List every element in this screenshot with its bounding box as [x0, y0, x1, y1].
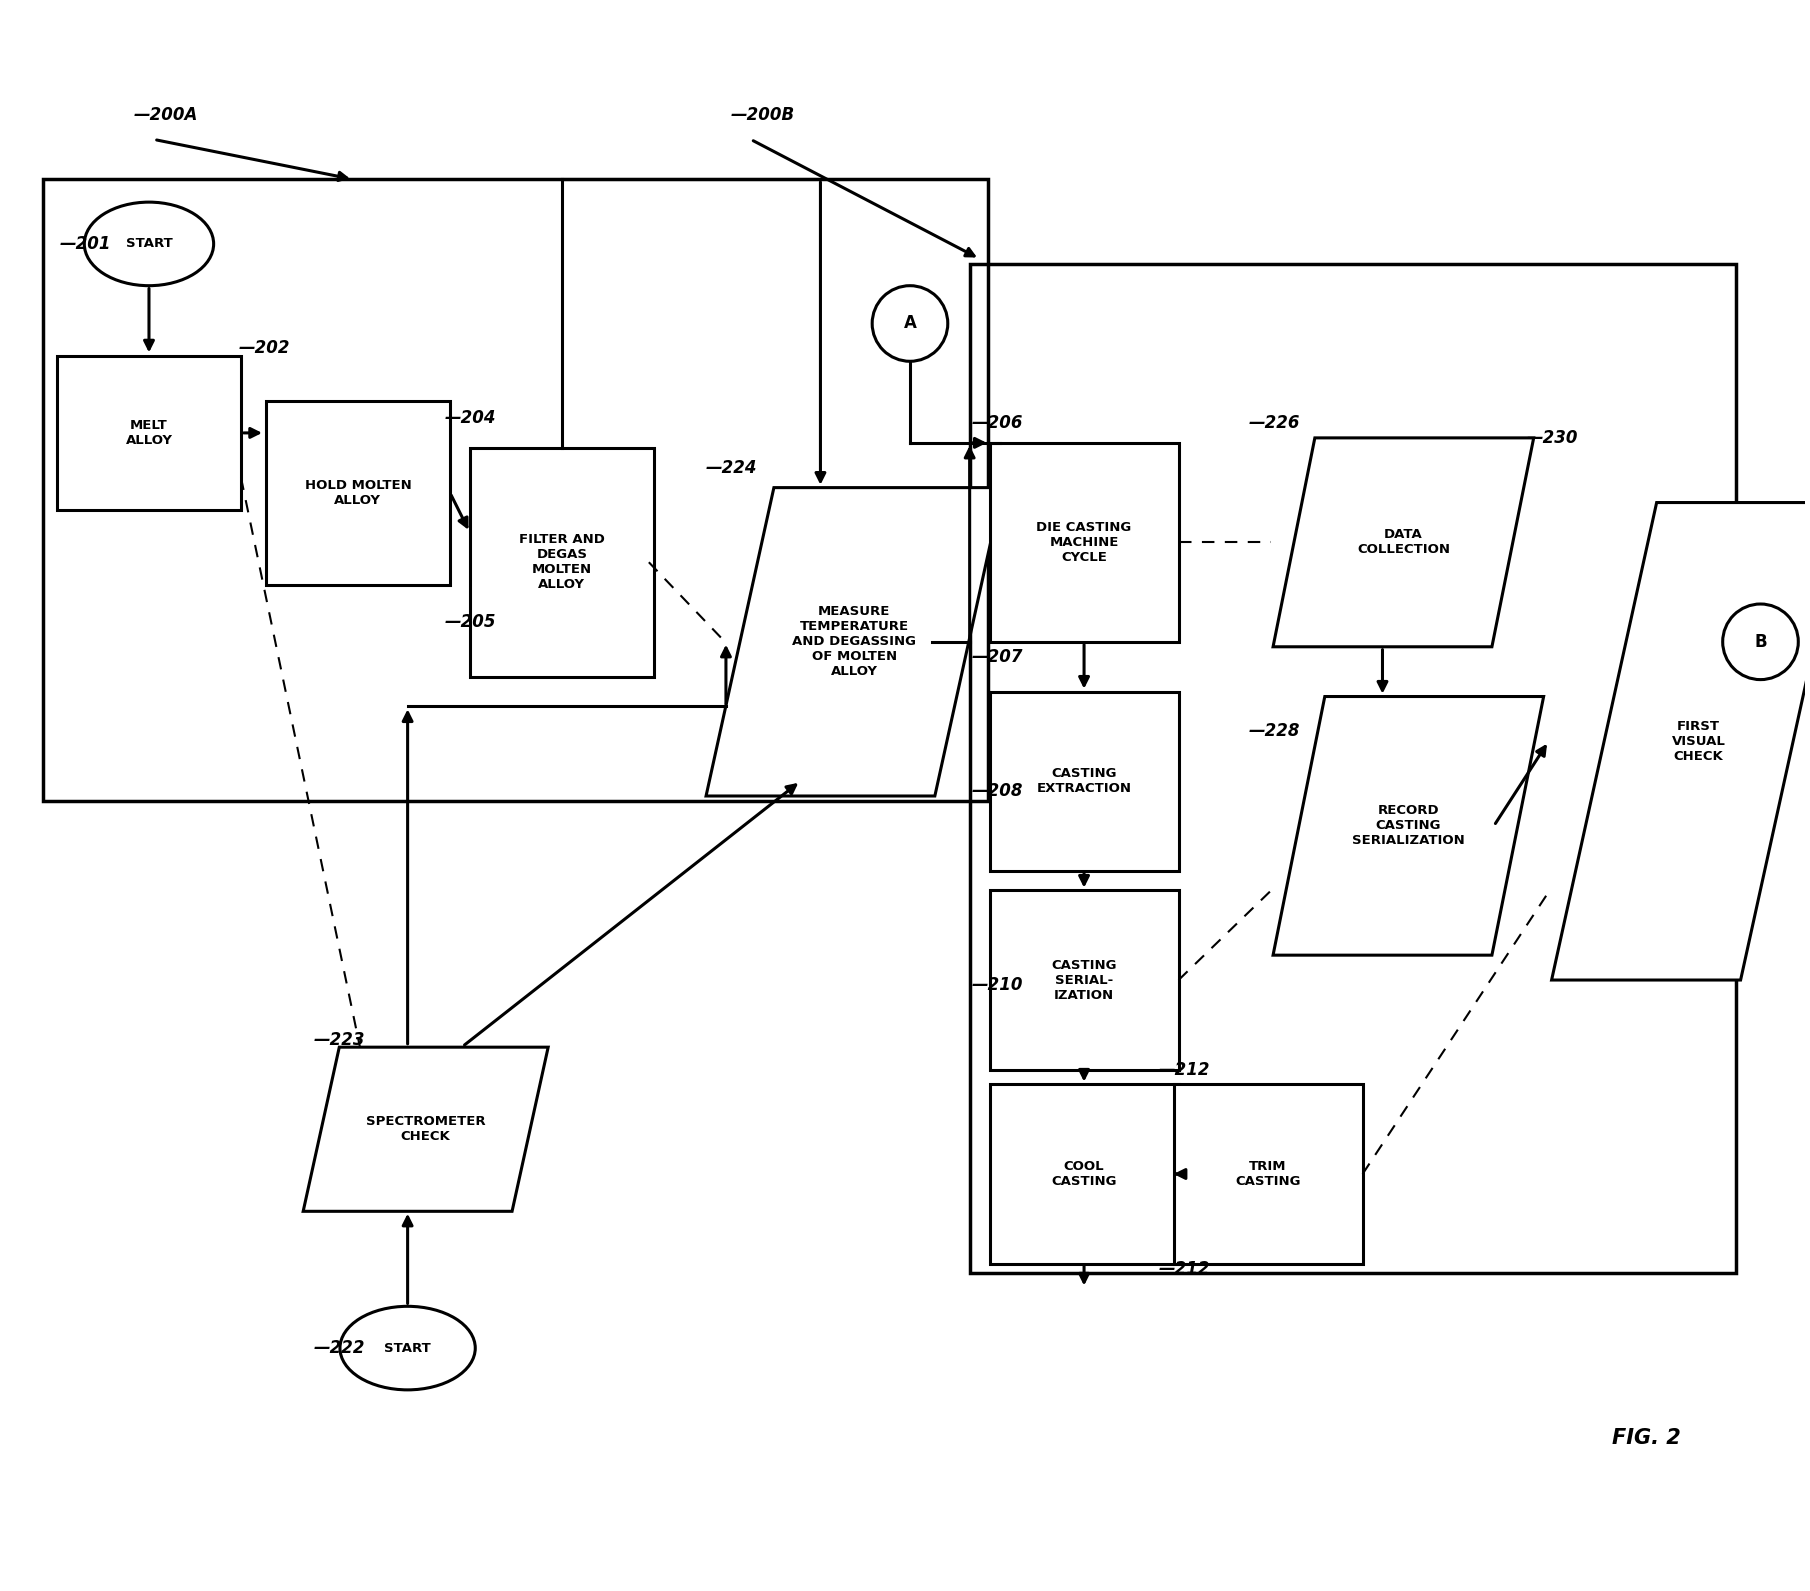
Polygon shape [302, 1047, 548, 1211]
Text: —230: —230 [1526, 430, 1578, 447]
Text: —222: —222 [313, 1340, 364, 1357]
Ellipse shape [340, 1306, 476, 1391]
Text: —206: —206 [972, 414, 1023, 433]
Bar [990, 442, 1178, 641]
Text: MELT
ALLOY: MELT ALLOY [125, 418, 172, 447]
Text: —202: —202 [239, 339, 290, 358]
Text: HOLD MOLTEN
ALLOY: HOLD MOLTEN ALLOY [304, 479, 411, 506]
Text: FIG. 2: FIG. 2 [1611, 1427, 1680, 1448]
Text: —208: —208 [972, 783, 1023, 800]
Text: —228: —228 [1249, 722, 1300, 740]
Circle shape [872, 286, 948, 361]
Text: START: START [125, 237, 172, 250]
Polygon shape [1272, 697, 1544, 955]
Bar [1173, 1085, 1363, 1263]
Text: —212: —212 [1158, 1260, 1211, 1278]
Text: —212: —212 [1158, 1061, 1211, 1079]
Text: RECORD
CASTING
SERIALIZATION: RECORD CASTING SERIALIZATION [1352, 805, 1464, 848]
Text: TRIM
CASTING: TRIM CASTING [1236, 1160, 1301, 1188]
Bar [970, 264, 1736, 1273]
Text: B: B [1754, 633, 1767, 651]
Text: —224: —224 [706, 458, 758, 477]
Text: —226: —226 [1249, 414, 1300, 433]
Polygon shape [706, 487, 1003, 796]
Text: CASTING
SERIAL-
IZATION: CASTING SERIAL- IZATION [1052, 958, 1117, 1001]
Polygon shape [1551, 503, 1810, 980]
Text: —205: —205 [445, 613, 496, 632]
Polygon shape [1272, 438, 1533, 648]
Text: —204: —204 [445, 409, 496, 426]
Text: —223: —223 [313, 1031, 364, 1048]
Text: MEASURE
TEMPERATURE
AND DEGASSING
OF MOLTEN
ALLOY: MEASURE TEMPERATURE AND DEGASSING OF MOL… [793, 605, 916, 678]
Text: —200B: —200B [731, 105, 795, 124]
Text: FILTER AND
DEGAS
MOLTEN
ALLOY: FILTER AND DEGAS MOLTEN ALLOY [519, 533, 605, 592]
Text: COOL
CASTING: COOL CASTING [1052, 1160, 1117, 1188]
Text: —201: —201 [60, 235, 110, 253]
Circle shape [1723, 605, 1799, 679]
Text: —200A: —200A [134, 105, 199, 124]
Text: SPECTROMETER
CHECK: SPECTROMETER CHECK [366, 1115, 485, 1144]
Text: —210: —210 [972, 975, 1023, 994]
Bar [471, 447, 653, 676]
Ellipse shape [85, 202, 214, 286]
Text: FIRST
VISUAL
CHECK: FIRST VISUAL CHECK [1672, 719, 1725, 762]
Bar [990, 1085, 1178, 1263]
Text: CASTING
EXTRACTION: CASTING EXTRACTION [1037, 767, 1131, 796]
Text: DATA
COLLECTION: DATA COLLECTION [1358, 528, 1450, 557]
Bar [56, 356, 241, 511]
Text: START: START [384, 1341, 431, 1354]
Bar [266, 401, 451, 584]
Bar [990, 891, 1178, 1069]
Text: DIE CASTING
MACHINE
CYCLE: DIE CASTING MACHINE CYCLE [1037, 520, 1131, 563]
Bar [990, 692, 1178, 870]
Text: —207: —207 [972, 648, 1023, 665]
Text: A: A [903, 315, 916, 333]
Bar [43, 180, 988, 800]
